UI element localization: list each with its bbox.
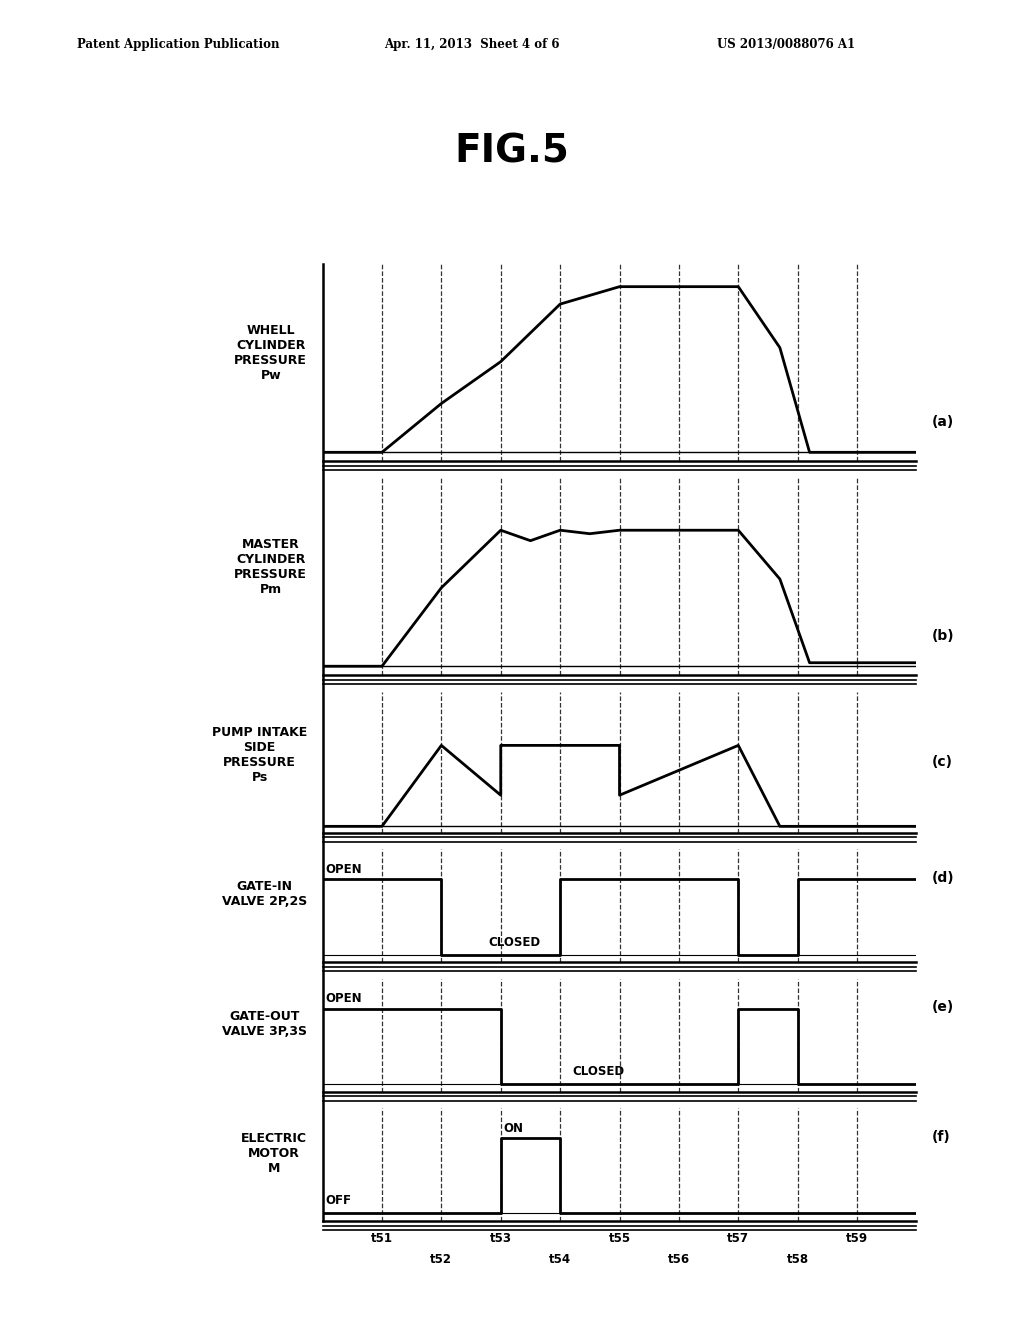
Text: (a): (a) [932, 414, 954, 429]
Text: (b): (b) [932, 628, 954, 643]
Text: US 2013/0088076 A1: US 2013/0088076 A1 [717, 38, 855, 51]
Text: ON: ON [504, 1122, 523, 1135]
Text: GATE-IN
VALVE 2P,2S: GATE-IN VALVE 2P,2S [222, 880, 307, 908]
Text: CLOSED: CLOSED [488, 936, 541, 949]
Text: ELECTRIC
MOTOR
M: ELECTRIC MOTOR M [242, 1133, 307, 1175]
Text: (f): (f) [932, 1130, 950, 1143]
Text: OPEN: OPEN [326, 863, 362, 875]
Text: FIG.5: FIG.5 [455, 133, 569, 170]
Text: GATE-OUT
VALVE 3P,3S: GATE-OUT VALVE 3P,3S [222, 1010, 307, 1038]
Text: OFF: OFF [326, 1195, 351, 1208]
Text: t53: t53 [489, 1232, 512, 1245]
Text: (e): (e) [932, 1001, 954, 1014]
Text: t52: t52 [430, 1253, 453, 1266]
Text: t55: t55 [608, 1232, 631, 1245]
Text: t56: t56 [668, 1253, 690, 1266]
Text: t59: t59 [846, 1232, 868, 1245]
Text: OPEN: OPEN [326, 993, 362, 1006]
Text: MASTER
CYLINDER
PRESSURE
Pm: MASTER CYLINDER PRESSURE Pm [234, 537, 307, 595]
Text: WHELL
CYLINDER
PRESSURE
Pw: WHELL CYLINDER PRESSURE Pw [234, 323, 307, 381]
Text: PUMP INTAKE
SIDE
PRESSURE
Ps: PUMP INTAKE SIDE PRESSURE Ps [212, 726, 307, 784]
Text: (d): (d) [932, 871, 954, 884]
Text: t57: t57 [727, 1232, 750, 1245]
Text: Apr. 11, 2013  Sheet 4 of 6: Apr. 11, 2013 Sheet 4 of 6 [384, 38, 559, 51]
Text: CLOSED: CLOSED [572, 1065, 625, 1078]
Text: t58: t58 [786, 1253, 809, 1266]
Text: (c): (c) [932, 755, 953, 770]
Text: t54: t54 [549, 1253, 571, 1266]
Text: Patent Application Publication: Patent Application Publication [77, 38, 280, 51]
Text: t51: t51 [371, 1232, 393, 1245]
